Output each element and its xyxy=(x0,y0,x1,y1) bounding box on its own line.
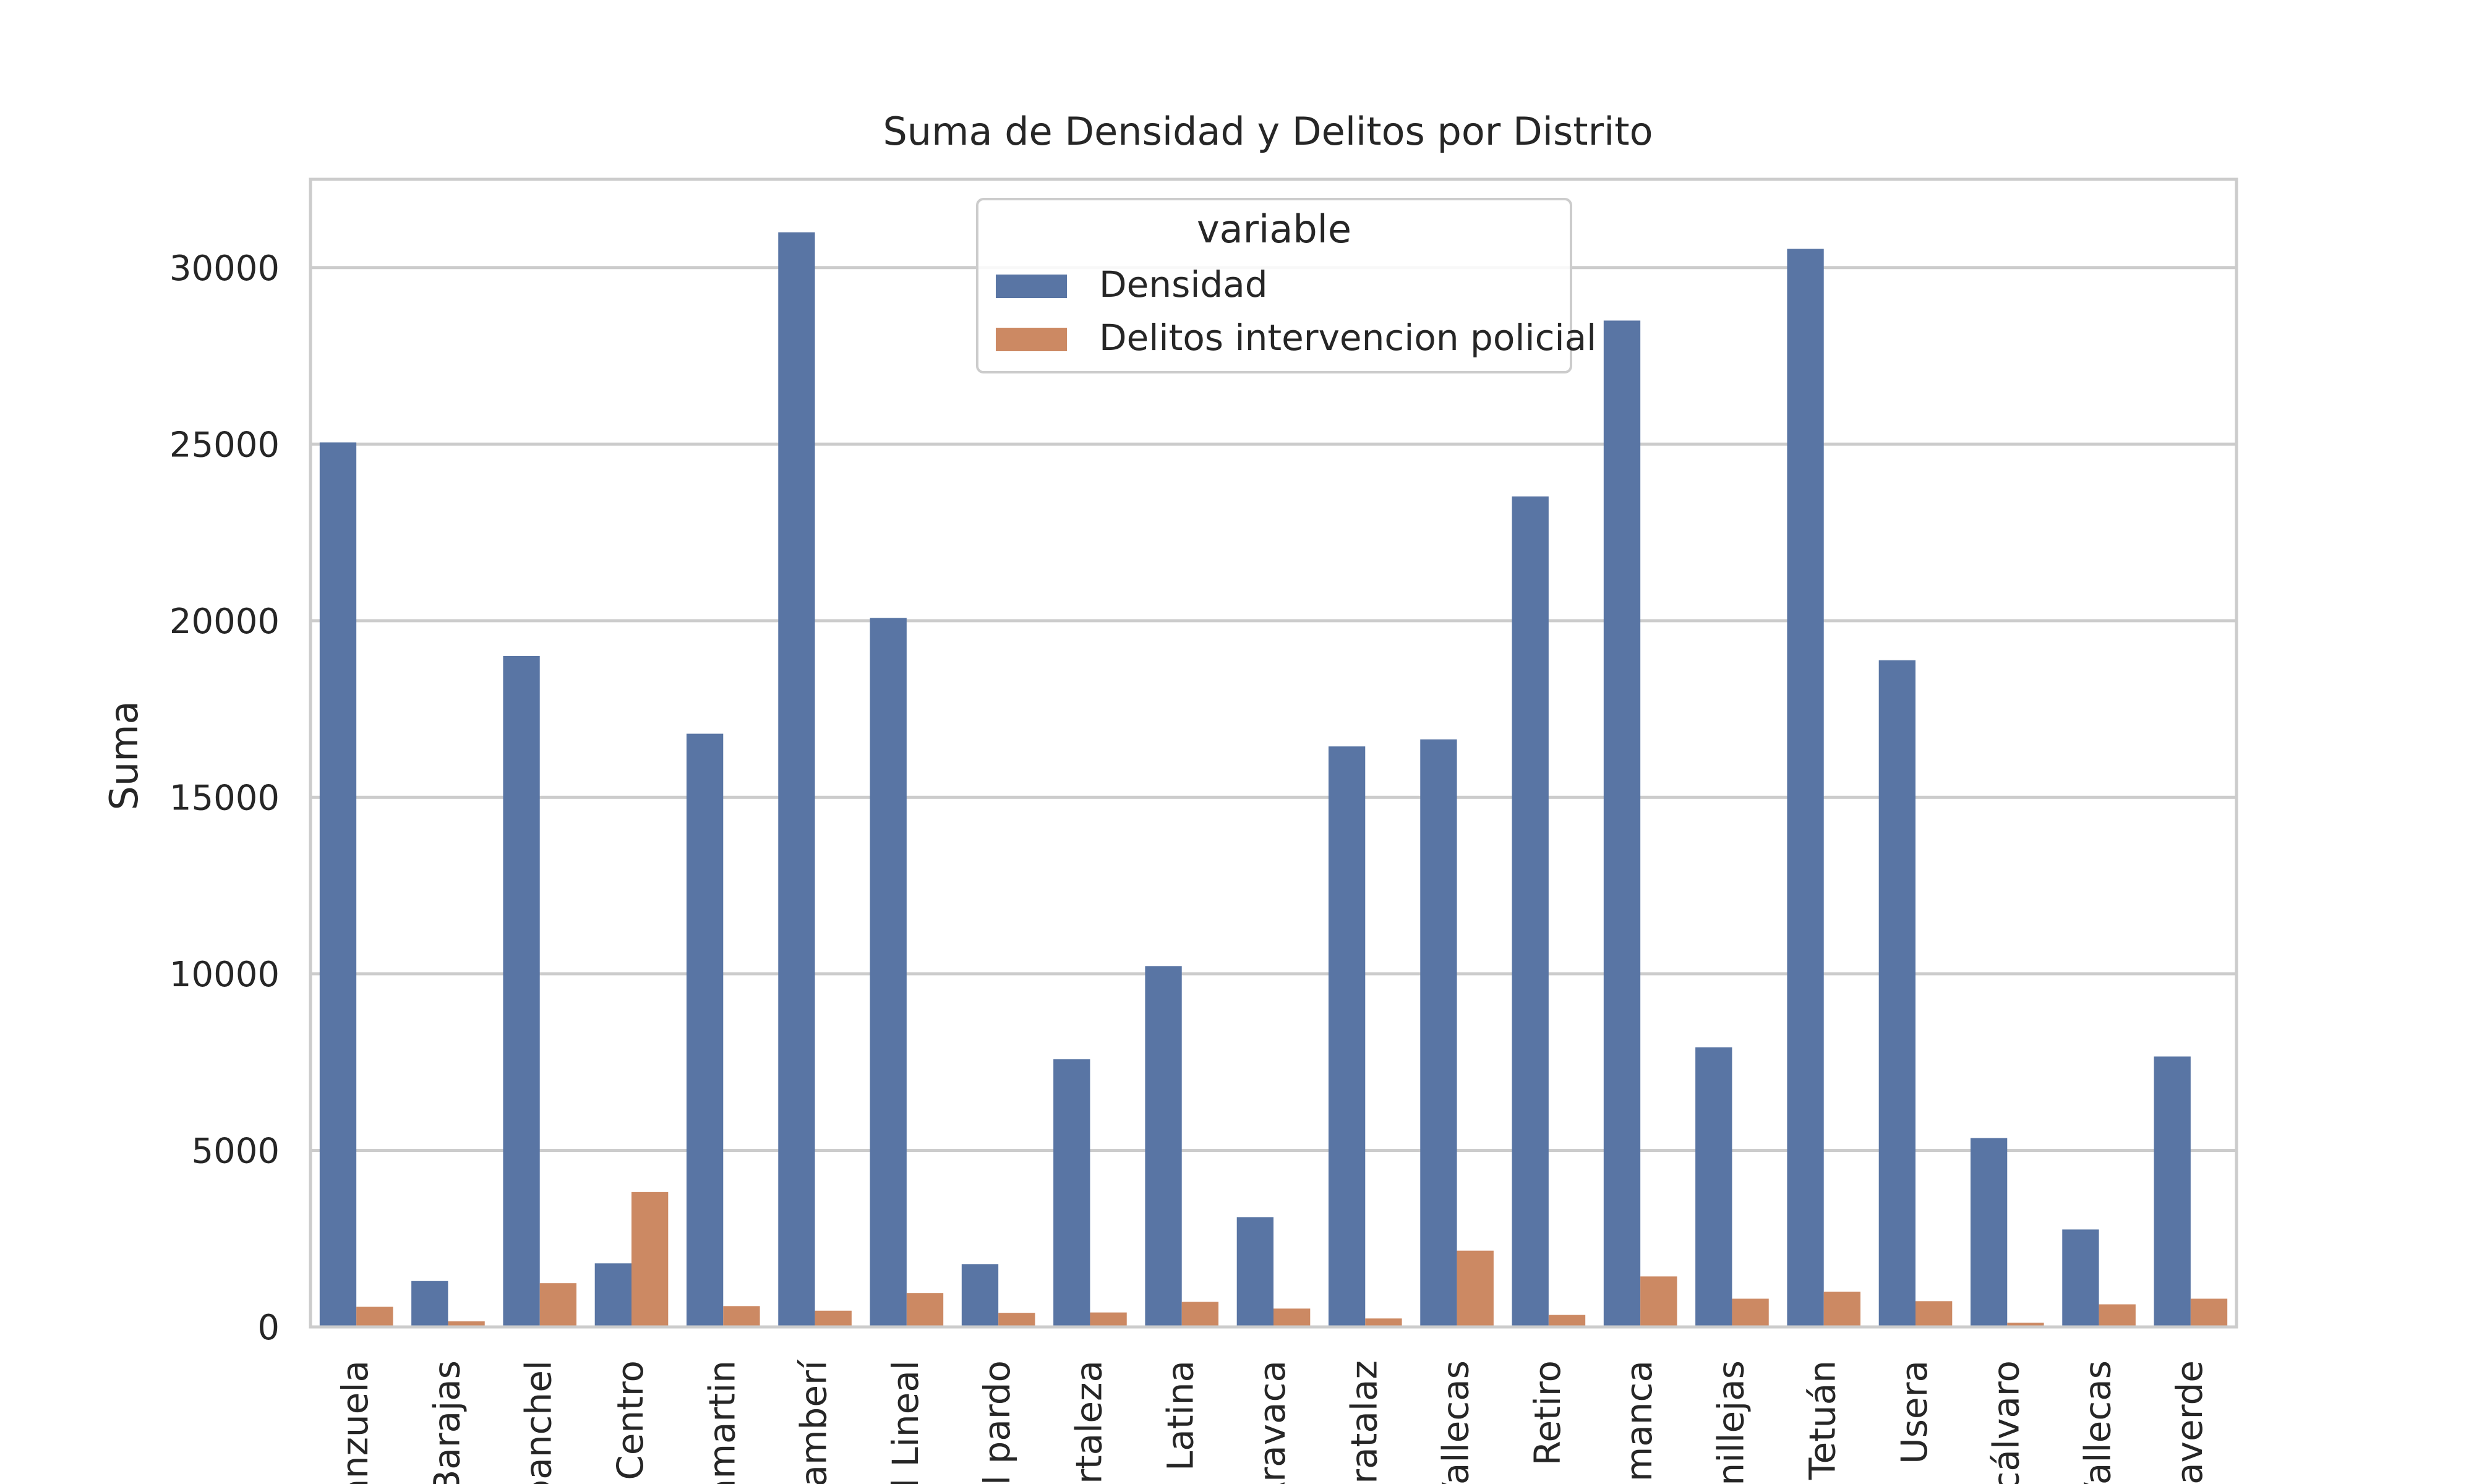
x-tick-label: El pardo xyxy=(976,1360,1018,1484)
bar-delitos-0 xyxy=(356,1307,393,1327)
x-tick-label: Vallecas xyxy=(2077,1360,2119,1484)
y-axis-ticks: 0 5000 10000 15000 20000 25000 30000 xyxy=(169,249,280,1348)
bar-densidad-10 xyxy=(1236,1217,1273,1327)
y-tick-label: 15000 xyxy=(169,778,280,818)
bar-densidad-8 xyxy=(1053,1059,1090,1327)
bar-densidad-0 xyxy=(319,442,357,1327)
x-axis-ticks: anzuela Barajas banchel Centro amartin namber… xyxy=(334,1359,2211,1484)
bar-densidad-19 xyxy=(2062,1229,2099,1327)
plot-frame xyxy=(309,177,2238,1329)
bar-delitos-4 xyxy=(723,1306,760,1327)
legend-title: variable xyxy=(1197,207,1351,252)
bar-densidad-11 xyxy=(1328,746,1366,1327)
bar-densidad-9 xyxy=(1145,966,1182,1327)
x-tick-label: banchel xyxy=(518,1360,560,1484)
x-tick-label: anzuela xyxy=(334,1360,376,1484)
bar-densidad-1 xyxy=(411,1281,448,1327)
bar-densidad-16 xyxy=(1787,249,1824,1327)
bar-delitos-15 xyxy=(1732,1298,1769,1327)
bar-densidad-3 xyxy=(594,1263,631,1327)
y-tick-label: 20000 xyxy=(169,602,280,642)
x-tick-label: namberí xyxy=(793,1359,835,1484)
bar-delitos-10 xyxy=(1273,1308,1311,1327)
bar-delitos-19 xyxy=(2099,1304,2136,1327)
y-tick-label: 25000 xyxy=(169,425,280,465)
x-tick-label: amanca xyxy=(1618,1360,1660,1484)
bar-delitos-9 xyxy=(1181,1302,1219,1327)
bar-delitos-2 xyxy=(539,1283,577,1327)
bar-densidad-17 xyxy=(1878,660,1915,1327)
legend-label-delitos: Delitos intervencion policial xyxy=(1099,317,1596,359)
bar-densidad-18 xyxy=(1970,1138,2008,1327)
x-tick-label: Retiro xyxy=(1526,1360,1569,1465)
x-tick-label: d Lineal xyxy=(884,1360,927,1484)
bar-densidad-7 xyxy=(961,1264,999,1327)
x-tick-label: icálvaro xyxy=(1985,1360,2027,1484)
y-tick-label: 30000 xyxy=(169,249,280,289)
bar-densidad-15 xyxy=(1695,1047,1732,1327)
x-tick-label: llaverde xyxy=(2168,1360,2211,1484)
x-tick-label: Barajas xyxy=(426,1360,468,1484)
bar-delitos-13 xyxy=(1548,1315,1586,1327)
x-tick-label: Usera xyxy=(1893,1360,1935,1464)
y-axis-label: Suma xyxy=(101,701,147,810)
bar-delitos-20 xyxy=(2190,1298,2228,1327)
y-tick-label: 5000 xyxy=(191,1131,280,1171)
legend-box xyxy=(976,198,1572,373)
bar-delitos-5 xyxy=(815,1310,852,1327)
chart-title: Suma de Densidad y Delitos por Distrito xyxy=(883,109,1653,154)
bar-densidad-13 xyxy=(1512,496,1549,1327)
bar-delitos-18 xyxy=(2007,1323,2044,1327)
legend-swatch-delitos xyxy=(996,328,1067,351)
x-tick-label: Centro xyxy=(609,1360,651,1480)
bar-delitos-8 xyxy=(1090,1312,1127,1327)
bar-densidad-2 xyxy=(503,655,540,1327)
bar-delitos-3 xyxy=(631,1192,669,1327)
bar-delitos-6 xyxy=(906,1293,944,1327)
bar-delitos-16 xyxy=(1823,1291,1861,1327)
bar-densidad-6 xyxy=(870,618,907,1327)
bar-delitos-17 xyxy=(1915,1301,1953,1327)
x-tick-label: amartin xyxy=(701,1360,743,1484)
x-tick-label: Tetuán xyxy=(1802,1360,1844,1480)
bar-densidad-14 xyxy=(1603,320,1641,1327)
x-tick-label: Vallecas xyxy=(1435,1360,1477,1484)
y-tick-label: 10000 xyxy=(169,955,280,995)
bar-delitos-12 xyxy=(1457,1250,1494,1327)
x-tick-label: oratalaz xyxy=(1343,1360,1385,1484)
legend-label-densidad: Densidad xyxy=(1099,263,1268,305)
x-tick-label: Aravaca xyxy=(1251,1360,1293,1484)
bars xyxy=(319,232,2228,1328)
bar-densidad-20 xyxy=(2154,1056,2191,1327)
x-tick-label: ortaleza xyxy=(1068,1360,1110,1484)
bar-delitos-7 xyxy=(998,1313,1035,1327)
bar-densidad-4 xyxy=(686,733,724,1327)
legend: variable Densidad Delitos intervencion p… xyxy=(976,198,1596,373)
y-tick-label: 0 xyxy=(257,1308,280,1348)
bar-densidad-12 xyxy=(1420,739,1457,1327)
bar-delitos-11 xyxy=(1365,1318,1402,1327)
bar-delitos-14 xyxy=(1640,1276,1677,1327)
bar-densidad-5 xyxy=(778,232,815,1328)
bar-delitos-1 xyxy=(448,1321,485,1327)
x-tick-label: anillejas xyxy=(1710,1360,1752,1484)
x-tick-label: Latina xyxy=(1160,1360,1202,1471)
legend-swatch-densidad xyxy=(996,275,1067,298)
